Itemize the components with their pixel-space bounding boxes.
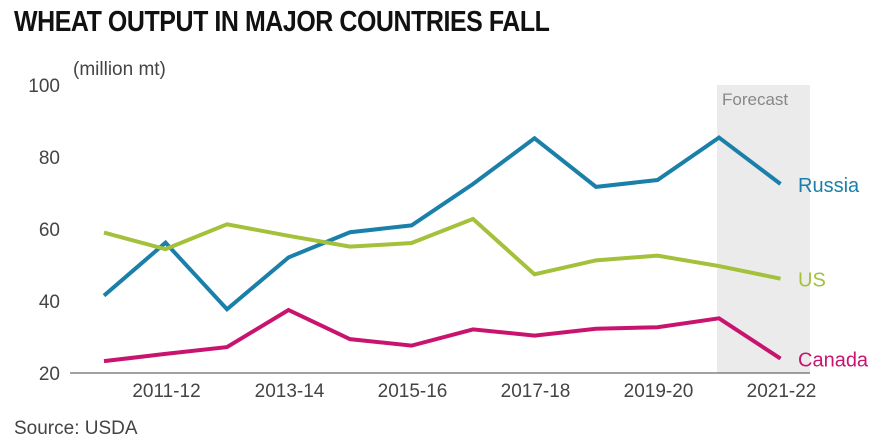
legend-label-russia: Russia [798, 175, 860, 197]
x-tick-label: 2019-20 [624, 381, 694, 402]
series-line-canada [103, 307, 782, 364]
y-tick-label: 100 [28, 76, 60, 97]
x-tick-label: 2021-22 [747, 381, 817, 402]
series-line-us [103, 216, 781, 281]
y-tick-label: 20 [39, 364, 60, 385]
legend-label-canada: Canada [798, 350, 869, 372]
x-tick-label: 2011-12 [132, 381, 200, 402]
y-tick-label: 80 [39, 148, 60, 169]
forecast-region [717, 85, 810, 373]
x-tick-label: 2017-18 [501, 381, 571, 402]
y-tick-label: 40 [39, 292, 60, 313]
legend-label-us: US [798, 270, 826, 292]
y-tick-label: 60 [39, 220, 60, 241]
chart-title: WHEAT OUTPUT IN MAJOR COUNTRIES FALL [14, 6, 550, 38]
x-tick-label: 2013-14 [255, 381, 325, 402]
forecast-label: Forecast [722, 90, 788, 109]
y-axis-label: (million mt) [73, 59, 166, 80]
source-note: Source: USDA [14, 418, 138, 439]
x-tick-label: 2015-16 [378, 381, 448, 402]
series-line-russia [102, 135, 782, 313]
